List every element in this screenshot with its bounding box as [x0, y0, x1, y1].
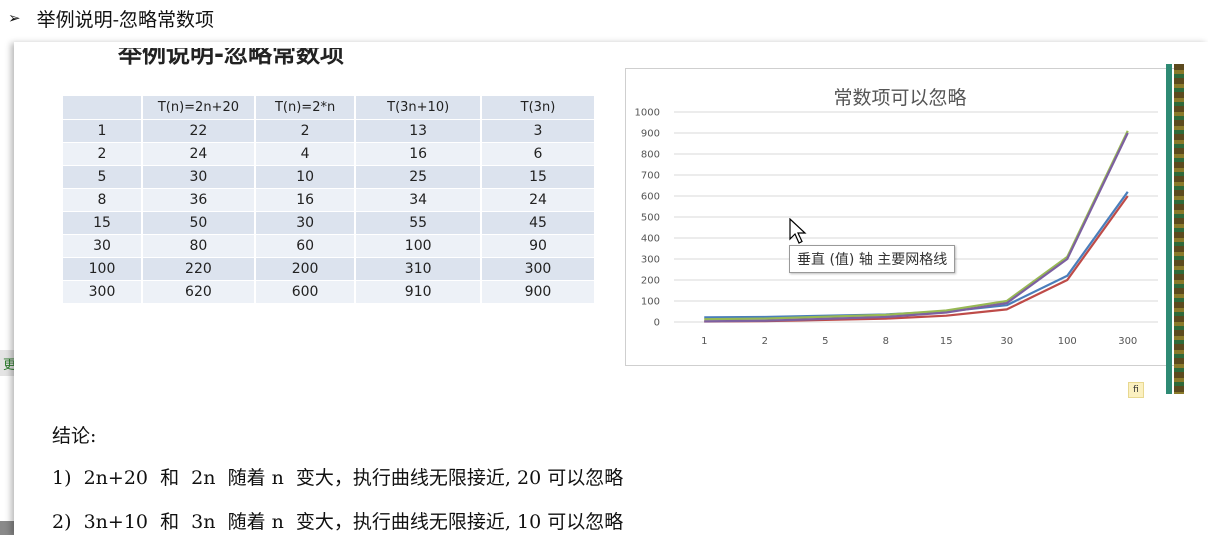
table-cell: 310: [356, 258, 482, 281]
table-cell: 24: [143, 143, 256, 166]
table-row: 2 24 4 16 6: [63, 143, 596, 166]
slide-cut-heading: 举例说明-忽略常数项: [118, 48, 344, 68]
x-tick-label: 100: [1058, 336, 1077, 347]
table-cell: 5: [63, 166, 143, 189]
table-cell: 30: [143, 166, 256, 189]
table-cell: 15: [63, 212, 143, 235]
y-tick-label: 800: [641, 150, 660, 161]
table-cell: 1: [63, 120, 143, 143]
x-tick-label: 15: [940, 336, 953, 347]
table-cell: 60: [255, 235, 357, 258]
table-row: 300 620 600 910 900: [63, 281, 596, 304]
table-cell: 300: [63, 281, 143, 304]
table-cell: 910: [356, 281, 482, 304]
table-cell: 13: [356, 120, 482, 143]
conclusion-line-2: 2) 3n+10 和 3n 随着 n 变大，执行曲线无限接近, 10 可以忽略: [52, 511, 624, 533]
chart-tooltip: 垂直 (值) 轴 主要网格线: [789, 245, 956, 273]
table-cell: 10: [255, 166, 357, 189]
table-cell: 16: [255, 189, 357, 212]
table-cell: 30: [255, 212, 357, 235]
table-cell: 200: [255, 258, 357, 281]
table-cell: 220: [143, 258, 256, 281]
table-cell: 45: [481, 212, 596, 235]
table-cell: 55: [356, 212, 482, 235]
table-cell: 80: [143, 235, 256, 258]
x-tick-label: 5: [822, 336, 828, 347]
y-tick-label: 700: [641, 171, 660, 182]
table-cell: 22: [143, 120, 256, 143]
heading-text: 举例说明-忽略常数项: [36, 8, 214, 31]
side-fragment-lower: [0, 521, 14, 535]
y-tick-label: 900: [641, 129, 660, 140]
table-row: 15 50 30 55 45: [63, 212, 596, 235]
table-header-row: T(n)=2n+20 T(n)=2*n T(3n+10) T(3n): [63, 96, 596, 120]
table-cell: 100: [63, 258, 143, 281]
y-tick-label: 100: [641, 297, 660, 308]
data-table: T(n)=2n+20 T(n)=2*n T(3n+10) T(3n) 1 22 2 13 3 2…: [63, 96, 596, 304]
table-cell: 34: [356, 189, 482, 212]
table-cell: 2: [255, 120, 357, 143]
y-tick-label: 500: [641, 213, 660, 224]
x-tick-label: 30: [1000, 336, 1013, 347]
y-tick-label: 300: [641, 255, 660, 266]
document-icon: fi: [1128, 382, 1144, 398]
side-fragment: 更: [0, 350, 16, 376]
mouse-pointer-icon: [789, 218, 807, 244]
table-cell: 90: [481, 235, 596, 258]
table-cell: 15: [481, 166, 596, 189]
x-tick-label: 300: [1118, 336, 1137, 347]
table-cell: 3: [481, 120, 596, 143]
section-heading: ➢ 举例说明-忽略常数项: [8, 3, 214, 33]
table-row: 100 220 200 310 300: [63, 258, 596, 281]
table-header-cell: T(3n): [481, 96, 596, 120]
table-cell: 100: [356, 235, 482, 258]
y-tick-label: 0: [654, 318, 660, 329]
y-tick-label: 200: [641, 276, 660, 287]
table-cell: 300: [481, 258, 596, 281]
table-cell: 4: [255, 143, 357, 166]
arrow-bullet-icon: ➢: [8, 9, 21, 27]
table-cell: 6: [481, 143, 596, 166]
y-tick-label: 600: [641, 192, 660, 203]
table-header-cell: T(3n+10): [356, 96, 482, 120]
table-cell: 600: [255, 281, 357, 304]
x-tick-label: 2: [762, 336, 768, 347]
table-row: 8 36 16 34 24: [63, 189, 596, 212]
y-tick-label: 400: [641, 234, 660, 245]
table-cell: 30: [63, 235, 143, 258]
table-cell: 25: [356, 166, 482, 189]
table-cell: 620: [143, 281, 256, 304]
table-body: 1 22 2 13 3 2 24 4 16 6 5 30 10 25 15 8 36 16 34 24 15 50 30 55…: [63, 120, 596, 304]
line-chart: 常数项可以忽略 0 100 200 300 400 500 600 700 800 900 1000 1…: [625, 68, 1175, 366]
table-row: 5 30 10 25 15: [63, 166, 596, 189]
table-header-cell: T(n)=2*n: [255, 96, 357, 120]
table-row: 30 80 60 100 90: [63, 235, 596, 258]
table-cell: 16: [356, 143, 482, 166]
table-cell: 2: [63, 143, 143, 166]
x-tick-label: 1: [701, 336, 707, 347]
chart-canvas: 常数项可以忽略 0 100 200 300 400 500 600 700 800 900 1000 1…: [635, 87, 1158, 347]
series-line: [704, 130, 1129, 321]
series-line: [704, 132, 1129, 323]
chart-title: 常数项可以忽略: [833, 87, 966, 109]
x-tick-label: 8: [883, 336, 889, 347]
decorative-border: [1166, 64, 1184, 394]
table-cell: 36: [143, 189, 256, 212]
table-cell: 900: [481, 281, 596, 304]
y-tick-label: 1000: [635, 108, 660, 119]
conclusion-title: 结论:: [52, 425, 97, 447]
table-header-cell: T(n)=2n+20: [143, 96, 256, 120]
table-cell: 50: [143, 212, 256, 235]
conclusion-line-1: 1) 2n+20 和 2n 随着 n 变大，执行曲线无限接近, 20 可以忽略: [52, 467, 624, 489]
table-header-cell: [63, 96, 143, 120]
table-row: 1 22 2 13 3: [63, 120, 596, 143]
table-cell: 24: [481, 189, 596, 212]
table-cell: 8: [63, 189, 143, 212]
